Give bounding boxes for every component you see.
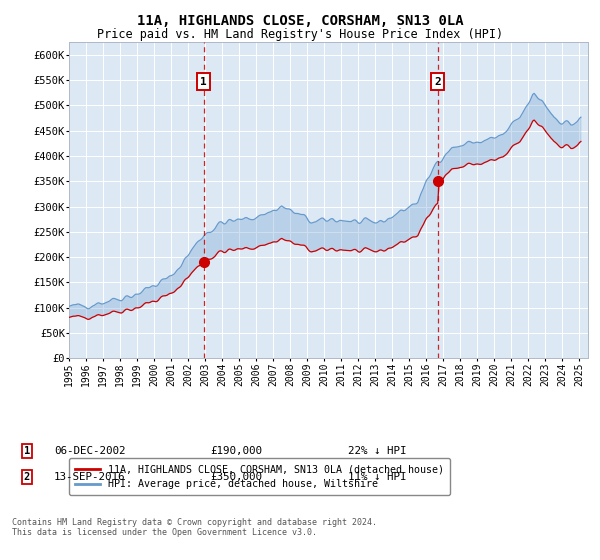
Text: 2: 2 [24,472,30,482]
Text: 13-SEP-2016: 13-SEP-2016 [54,472,125,482]
Text: £190,000: £190,000 [210,446,262,456]
Text: 11A, HIGHLANDS CLOSE, CORSHAM, SN13 0LA: 11A, HIGHLANDS CLOSE, CORSHAM, SN13 0LA [137,14,463,28]
Text: Price paid vs. HM Land Registry's House Price Index (HPI): Price paid vs. HM Land Registry's House … [97,28,503,41]
Text: £350,000: £350,000 [210,472,262,482]
Text: 2: 2 [434,77,441,87]
Legend: 11A, HIGHLANDS CLOSE, CORSHAM, SN13 0LA (detached house), HPI: Average price, de: 11A, HIGHLANDS CLOSE, CORSHAM, SN13 0LA … [69,458,450,495]
Text: 11% ↓ HPI: 11% ↓ HPI [348,472,407,482]
Text: 22% ↓ HPI: 22% ↓ HPI [348,446,407,456]
Text: 06-DEC-2002: 06-DEC-2002 [54,446,125,456]
Text: 1: 1 [24,446,30,456]
Text: Contains HM Land Registry data © Crown copyright and database right 2024.
This d: Contains HM Land Registry data © Crown c… [12,518,377,538]
Text: 1: 1 [200,77,207,87]
